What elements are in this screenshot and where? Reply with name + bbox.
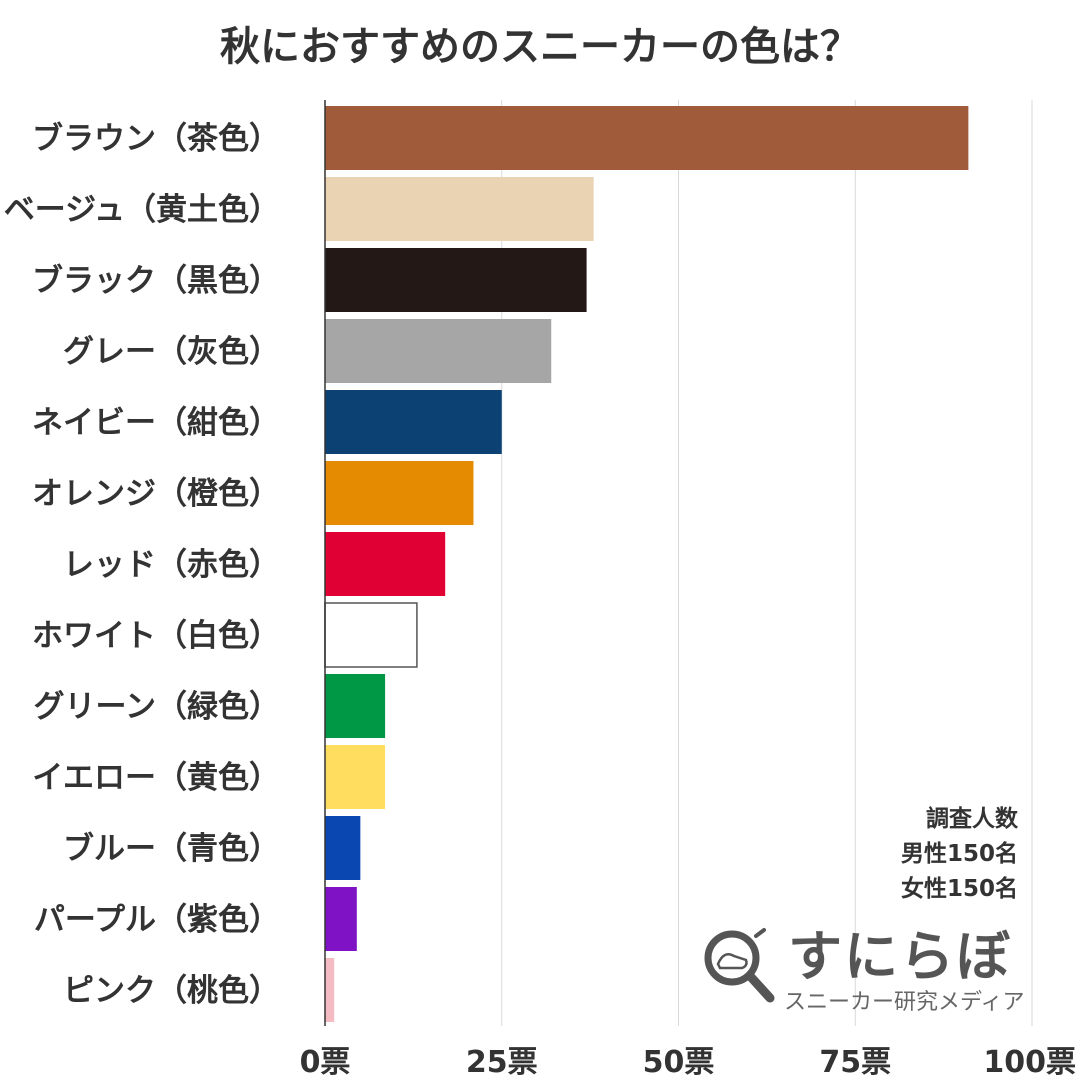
logo-name: すにらぼ: [788, 925, 1012, 988]
tick-label: 25票: [466, 1045, 538, 1080]
category-label: ネイビー（紺色）: [32, 405, 280, 441]
category-label: パープル（紫色）: [34, 902, 280, 938]
category-label: オレンジ（橙色）: [32, 476, 280, 512]
bar: [325, 816, 361, 880]
bar: [325, 248, 587, 312]
bar: [325, 177, 594, 241]
category-label: ホワイト（白色）: [32, 618, 280, 654]
tick-label: 75票: [819, 1045, 891, 1080]
survey-note-heading: 調査人数: [926, 806, 1018, 832]
bar: [324, 602, 418, 668]
magnifier-sneaker-icon: [704, 928, 775, 1003]
category-label: ベージュ（黄土色）: [4, 192, 280, 228]
chart-title: 秋におすすめのスニーカーの色は？: [220, 24, 860, 70]
tick-label: 0票: [300, 1045, 351, 1080]
survey-note-female: 女性150名: [900, 876, 1018, 902]
bar: [325, 745, 386, 809]
category-label: ブラック（黒色）: [32, 263, 280, 299]
category-label: イエロー（黄色）: [32, 760, 280, 796]
bar: [325, 461, 474, 525]
bar: [325, 958, 335, 1022]
survey-note: 調査人数 男性150名 女性150名: [901, 802, 1018, 907]
category-label: ブラウン（茶色）: [32, 121, 280, 157]
category-label: グレー（灰色）: [63, 334, 280, 370]
bar: [325, 319, 552, 383]
category-label: グリーン（緑色）: [34, 689, 280, 725]
tick-label: 50票: [643, 1045, 715, 1080]
logo-subtitle: スニーカー研究メディア: [784, 990, 1025, 1015]
survey-note-male: 男性150名: [900, 841, 1018, 867]
category-label: ピンク（桃色）: [63, 973, 280, 1009]
bar: [325, 532, 446, 596]
category-label: レッド（赤色）: [63, 547, 280, 583]
bar: [325, 674, 386, 738]
bar: [325, 390, 502, 454]
brand-logo: すにらぼ スニーカー研究メディア: [700, 920, 1050, 1020]
tick-label: 100票: [983, 1045, 1076, 1080]
bar: [325, 887, 357, 951]
bar: [325, 106, 969, 170]
category-label: ブルー（青色）: [63, 831, 280, 867]
